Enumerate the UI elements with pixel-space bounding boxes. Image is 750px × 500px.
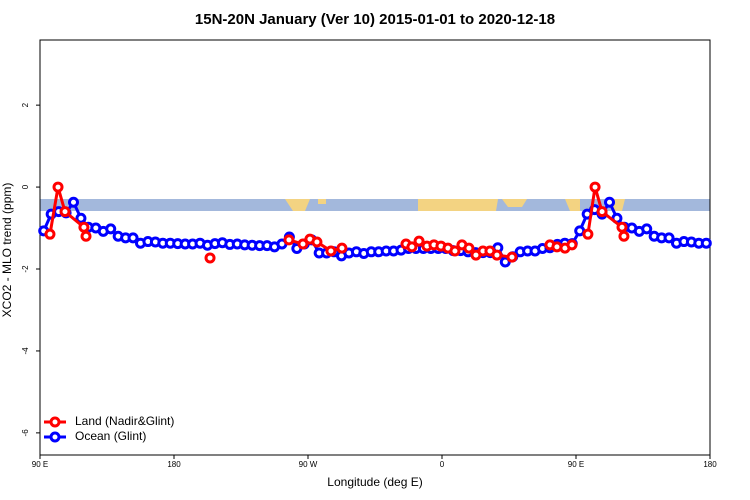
point: [127, 232, 139, 244]
legend: Land (Nadir&Glint)Ocean (Glint): [44, 414, 174, 443]
map-strip: [40, 199, 710, 211]
point: [463, 242, 475, 254]
point: [283, 234, 295, 246]
y-tick-label: 2: [21, 102, 30, 107]
point: [663, 232, 675, 244]
point: [616, 221, 628, 233]
x-axis-label: Longitude (deg E): [327, 475, 422, 489]
point: [78, 221, 90, 233]
legend-marker: [49, 416, 61, 428]
x-tick-label: 90 E: [32, 460, 48, 469]
point: [105, 223, 117, 235]
x-tick-label: 180: [167, 460, 181, 469]
point: [59, 206, 71, 218]
x-tick-label: 0: [440, 460, 445, 469]
legend-label: Ocean (Glint): [75, 429, 146, 443]
point: [604, 196, 615, 208]
point: [618, 230, 630, 242]
point: [413, 235, 425, 247]
point: [596, 206, 608, 218]
point: [641, 223, 653, 235]
y-axis-label: XCO2 - MLO trend (ppm): [0, 183, 14, 318]
point: [311, 236, 323, 248]
point: [52, 181, 64, 193]
point: [566, 239, 578, 251]
legend-label: Land (Nadir&Glint): [75, 414, 174, 428]
point: [506, 251, 518, 263]
x-tick-label: 180: [703, 460, 717, 469]
point: [499, 256, 511, 268]
point: [700, 237, 712, 249]
point: [80, 230, 92, 242]
point: [297, 238, 309, 250]
plot-frame: [39, 39, 711, 456]
point: [449, 245, 461, 257]
point: [491, 249, 503, 261]
y-tick-label: -6: [21, 429, 30, 437]
point: [325, 245, 337, 257]
point: [589, 181, 601, 193]
x-tick-label: 90 W: [299, 460, 318, 469]
point: [336, 242, 348, 254]
y-tick-label: -2: [21, 265, 30, 273]
chart-title: 15N-20N January (Ver 10) 2015-01-01 to 2…: [195, 11, 555, 28]
y-tick-label: 0: [21, 184, 30, 189]
x-tick-label: 90 E: [568, 460, 584, 469]
legend-marker: [49, 431, 61, 443]
point: [75, 212, 87, 224]
point: [204, 252, 216, 264]
point: [44, 228, 56, 240]
point: [406, 241, 418, 253]
y-tick-label: -4: [21, 347, 30, 355]
point: [582, 228, 594, 240]
point: [68, 196, 79, 208]
